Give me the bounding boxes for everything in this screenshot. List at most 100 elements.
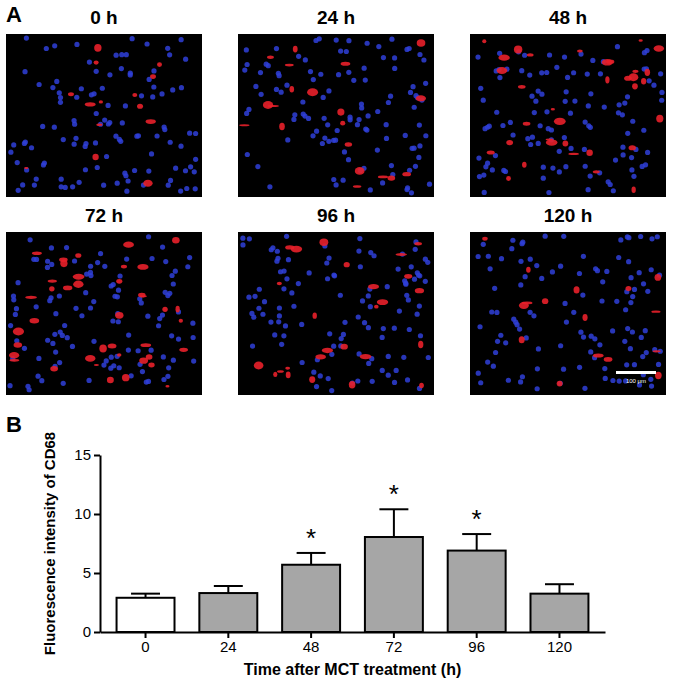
cd68-signal xyxy=(522,162,527,168)
nucleus xyxy=(392,55,397,60)
nucleus xyxy=(179,37,184,42)
x-tick-label: 48 xyxy=(303,638,320,655)
nucleus xyxy=(613,157,618,162)
nucleus xyxy=(102,117,107,122)
bar xyxy=(282,565,340,632)
error-bar xyxy=(227,586,229,593)
y-tick-label: 15 xyxy=(74,446,91,463)
nucleus xyxy=(533,99,538,104)
nucleus xyxy=(331,138,336,143)
nucleus xyxy=(94,69,99,74)
nucleus xyxy=(568,146,573,151)
cd68-signal xyxy=(254,362,264,370)
nucleus xyxy=(622,100,627,105)
nucleus xyxy=(191,335,196,340)
cd68-signal xyxy=(322,348,333,353)
significance: * xyxy=(389,479,399,509)
cd68-signal xyxy=(632,83,638,89)
y-tick-label: 0 xyxy=(83,623,91,640)
nucleus xyxy=(24,167,29,172)
cd68-signal xyxy=(593,170,600,173)
cd68-signal xyxy=(150,74,156,79)
nucleus xyxy=(402,278,407,283)
nucleus xyxy=(244,62,249,67)
cd68-signal xyxy=(554,118,566,125)
cd68-signal xyxy=(143,180,152,187)
nucleus xyxy=(73,306,78,311)
nucleus xyxy=(279,342,284,347)
nucleus xyxy=(658,71,663,76)
cd68-signal xyxy=(629,145,636,150)
nucleus xyxy=(392,380,397,385)
x-tick-label: 0 xyxy=(141,638,149,655)
cd68-signal xyxy=(179,319,183,323)
nucleus xyxy=(331,272,336,277)
nucleus xyxy=(325,122,330,127)
nucleus xyxy=(494,310,499,315)
nucleus xyxy=(485,161,490,166)
nucleus xyxy=(49,245,54,250)
nucleus xyxy=(109,283,114,288)
nucleus xyxy=(645,289,650,294)
cd68-signal xyxy=(68,92,74,96)
nucleus xyxy=(276,319,281,324)
x-tick: 96 xyxy=(468,632,485,655)
nucleus xyxy=(546,190,551,195)
cd68-signal xyxy=(353,185,362,188)
nucleus xyxy=(250,344,255,349)
nucleus xyxy=(401,355,406,360)
nucleus xyxy=(334,37,339,42)
cd68-signal xyxy=(557,381,563,387)
nucleus xyxy=(582,147,587,152)
nucleus xyxy=(384,122,389,127)
nucleus xyxy=(72,258,77,263)
cd68-signal xyxy=(279,123,285,130)
nucleus xyxy=(341,178,346,183)
nucleus xyxy=(57,293,62,298)
nucleus xyxy=(88,305,93,310)
nucleus xyxy=(91,91,96,96)
nucleus xyxy=(95,260,100,265)
nucleus xyxy=(193,131,198,136)
nucleus xyxy=(8,323,13,328)
cd68-signal xyxy=(121,265,127,269)
cd68-signal xyxy=(146,119,156,124)
nucleus xyxy=(124,256,129,261)
cd68-signal xyxy=(551,108,555,110)
nucleus xyxy=(571,70,576,75)
nucleus xyxy=(7,383,12,388)
nucleus xyxy=(303,57,308,62)
nucleus xyxy=(488,266,493,271)
cd68-signal xyxy=(415,288,424,293)
nucleus xyxy=(107,72,112,77)
nucleus xyxy=(616,255,621,260)
nucleus xyxy=(417,122,422,127)
cd68-signal xyxy=(387,175,395,180)
nucleus xyxy=(188,164,193,169)
nucleus xyxy=(117,273,122,278)
nucleus xyxy=(592,336,597,341)
cd68-signal xyxy=(562,141,568,147)
nucleus xyxy=(525,136,530,141)
nucleus xyxy=(320,141,325,146)
cd68-signal xyxy=(116,279,122,284)
nucleus xyxy=(626,259,631,264)
nucleus xyxy=(170,87,175,92)
cd68-signal xyxy=(63,286,72,291)
cd68-signal xyxy=(340,344,347,350)
nucleus xyxy=(510,132,515,137)
cd68-signal xyxy=(117,353,121,356)
nucleus xyxy=(485,125,490,130)
cd68-signal xyxy=(414,242,422,245)
cd68-signal xyxy=(25,296,37,299)
nucleus xyxy=(35,374,40,379)
nucleus xyxy=(266,63,271,68)
cd68-signal xyxy=(368,284,379,289)
nucleus xyxy=(385,284,390,289)
nucleus xyxy=(146,168,151,173)
cd68-signal xyxy=(165,385,169,387)
nucleus xyxy=(628,346,633,351)
nucleus xyxy=(659,90,664,95)
nucleus xyxy=(149,151,154,156)
nucleus xyxy=(417,273,422,278)
